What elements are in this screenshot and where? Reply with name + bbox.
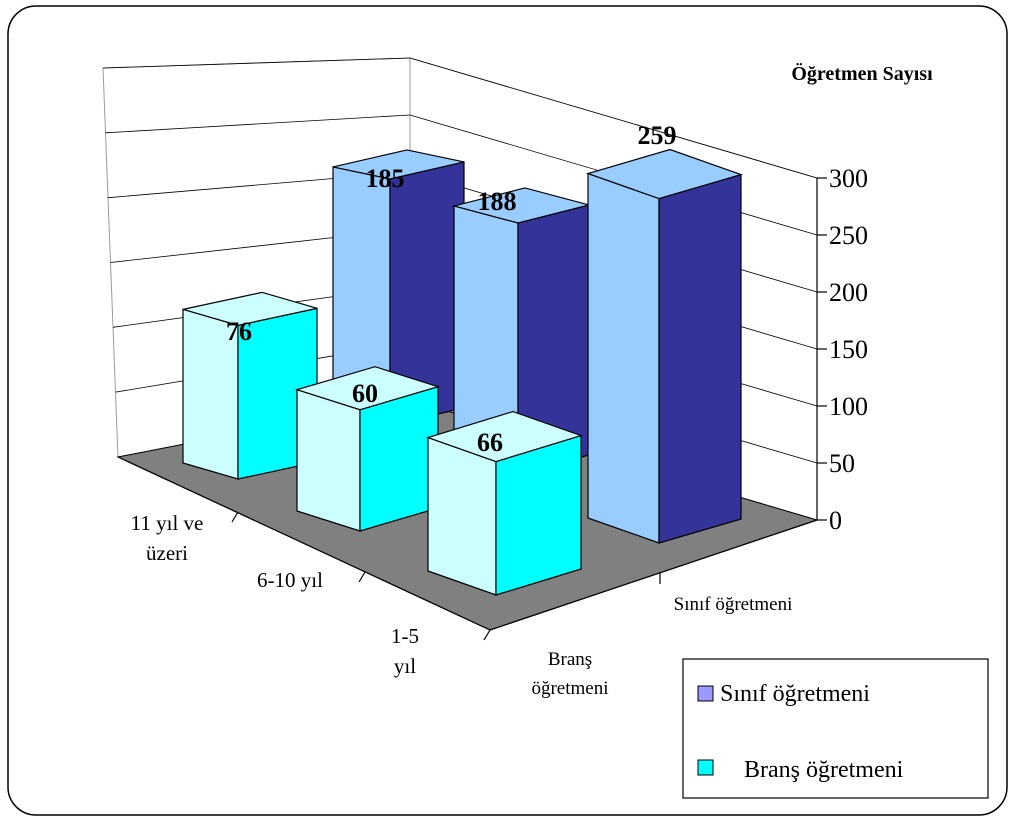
value-label: 185 <box>366 164 405 193</box>
category-axis-line <box>117 456 491 631</box>
value-label: 259 <box>638 121 677 150</box>
category-label: 6-10 yıl <box>257 568 323 592</box>
category-axis-tick <box>483 629 491 641</box>
value-axis-label-100: 100 <box>829 392 868 421</box>
bar-front-face <box>296 388 361 532</box>
bar-top-face <box>332 149 465 180</box>
value-label: 66 <box>477 428 503 457</box>
category-label: 11 yıl ve <box>131 511 204 535</box>
category-label: üzeri <box>146 541 188 565</box>
category-axis-tick <box>358 571 366 583</box>
value-axis-title: Öğretmen Sayısı <box>791 62 933 85</box>
value-axis-label-300: 300 <box>829 164 868 193</box>
gridline-left <box>105 114 411 134</box>
bar-top-face <box>586 148 743 200</box>
value-label: 60 <box>352 379 378 408</box>
depth-axis-line <box>489 519 818 631</box>
legend-label: Sınıf öğretmeni <box>720 681 870 707</box>
legend-swatch <box>697 685 714 702</box>
bar-front-face <box>427 436 497 596</box>
bar-0-2 <box>586 148 743 544</box>
bar-1-2 <box>426 410 583 596</box>
depth-label: öğretmeni <box>531 678 608 699</box>
bar-side-face <box>658 173 742 544</box>
depth-label: Branş <box>548 649 592 670</box>
value-axis-label-200: 200 <box>829 278 868 307</box>
value-label: 76 <box>226 317 252 346</box>
bar-side-face <box>359 385 439 532</box>
bar-top-face <box>182 291 318 326</box>
gridline-right <box>409 57 818 179</box>
bar-side-face <box>495 434 582 596</box>
value-axis-label-250: 250 <box>829 221 868 250</box>
bar-top-face <box>294 366 441 411</box>
category-label: yıl <box>394 654 416 678</box>
legend-box <box>682 658 989 799</box>
category-axis-tick <box>231 511 239 523</box>
bar-0-0 <box>332 149 465 426</box>
bar-top-face <box>426 410 583 463</box>
category-label: 1-5 <box>391 624 419 648</box>
value-axis-label-150: 150 <box>829 335 868 364</box>
legend-swatch <box>697 759 714 776</box>
value-axis-label-0: 0 <box>829 506 842 535</box>
gridline-left <box>102 57 411 69</box>
bar-front-face <box>587 172 660 544</box>
value-axis-label-50: 50 <box>829 449 855 478</box>
legend-label: Branş öğretmeni <box>744 757 904 783</box>
value-label: 188 <box>478 187 517 216</box>
depth-label: Sınıf öğretmeni <box>674 594 793 615</box>
bar-0-1 <box>451 187 592 474</box>
bar-1-1 <box>294 366 441 532</box>
